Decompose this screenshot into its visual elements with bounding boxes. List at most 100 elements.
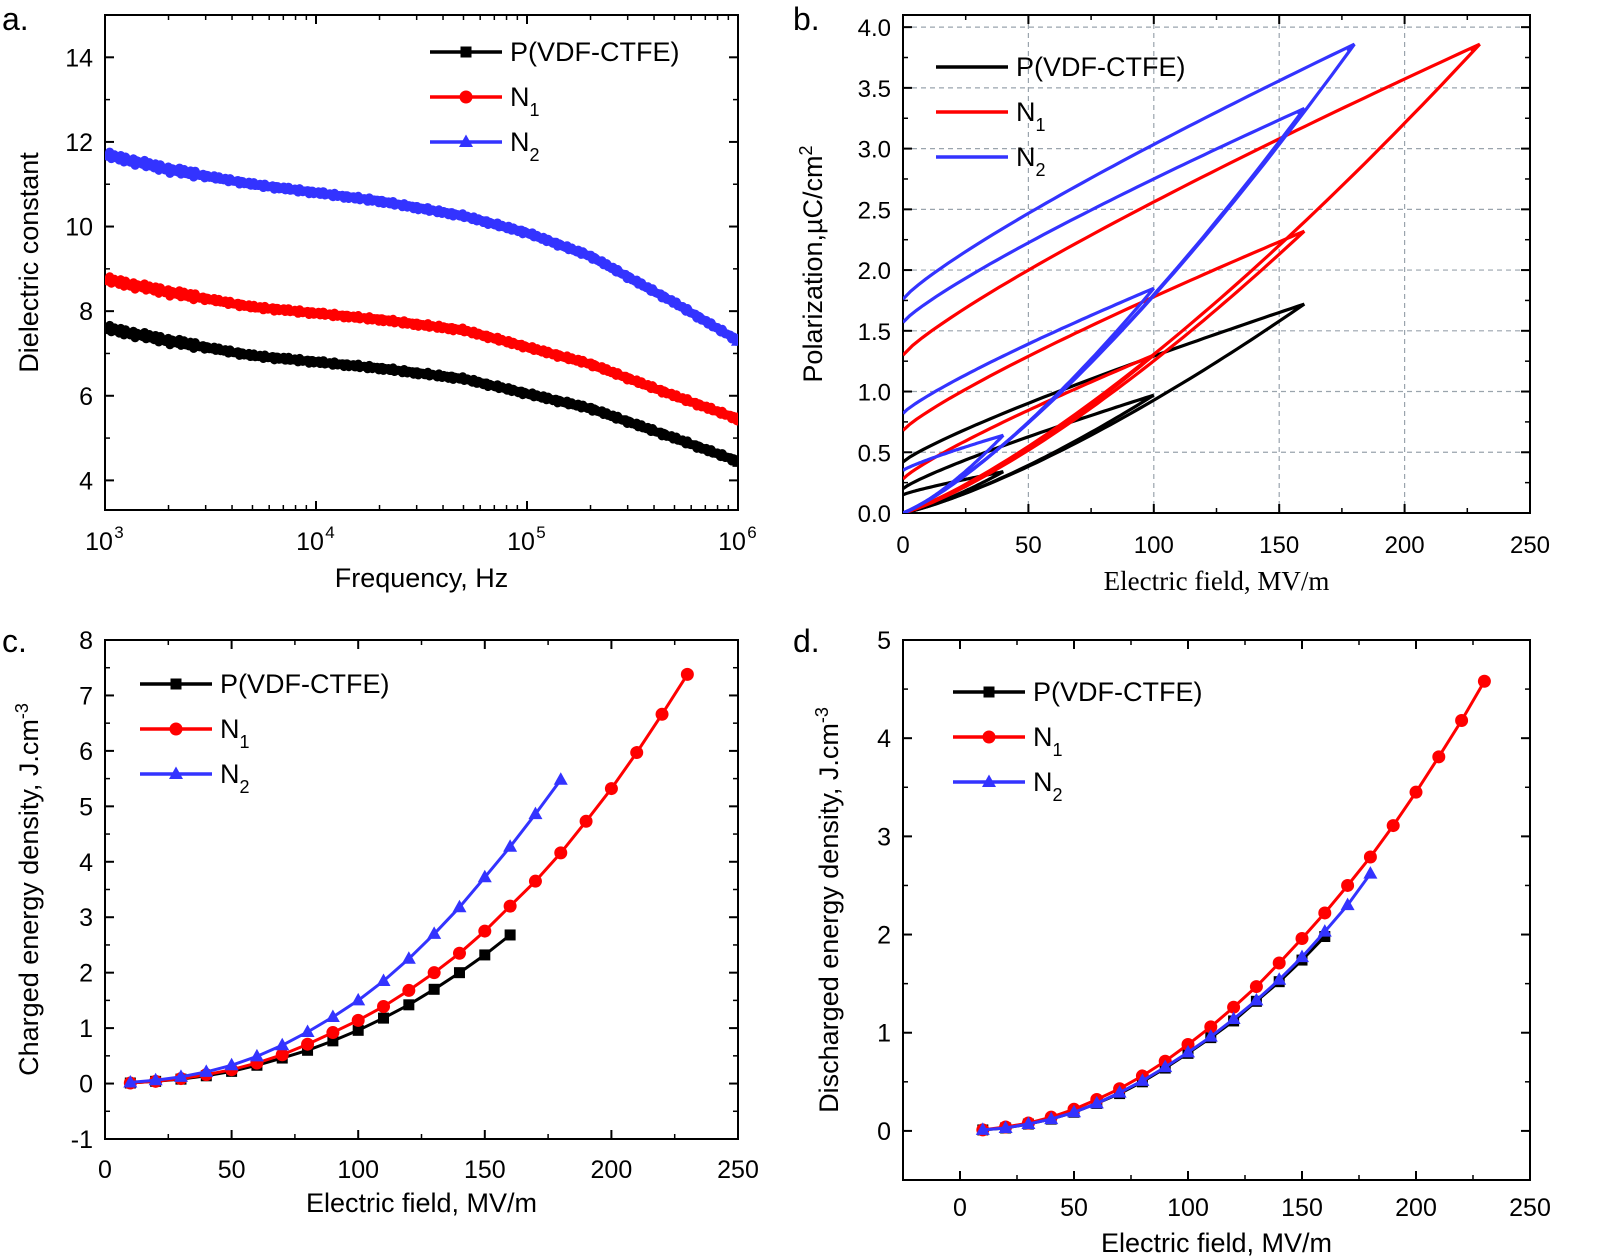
legend-marker	[982, 774, 996, 787]
data-point	[1272, 972, 1287, 985]
data-point	[452, 946, 466, 960]
legend-item: N1	[140, 714, 250, 752]
data-point	[427, 926, 442, 939]
x-axis-title: Electric field, MV/m	[1104, 566, 1330, 596]
legend-label-name: N	[220, 759, 240, 789]
data-point	[327, 1035, 339, 1047]
legend-label: P(VDF-CTFE)	[1016, 52, 1185, 82]
legend-label: P(VDF-CTFE)	[1033, 677, 1202, 707]
data-point	[351, 1013, 365, 1027]
legend-item: P(VDF-CTFE)	[936, 52, 1185, 82]
y-axis-title: Discharged energy density, J.cm-3	[812, 707, 844, 1113]
y-axis-title-sup: -3	[12, 703, 32, 719]
legend-label-name: N	[510, 82, 530, 112]
x-tick-label: 100	[337, 1156, 379, 1184]
y-axis-title-main: Dielectric constant	[14, 152, 44, 373]
x-tick-label: 200	[1385, 532, 1425, 559]
legend-label-sub: 1	[530, 100, 540, 120]
x-tick-label: 250	[1510, 532, 1550, 559]
legend-label: N2	[1033, 767, 1063, 805]
y-tick-label: 4.0	[858, 15, 891, 42]
y-axis-title-main: Discharged energy density, J.cm	[814, 723, 844, 1113]
series-p-vdf-ctfe-	[105, 320, 738, 467]
data-point	[1044, 1111, 1059, 1125]
legend-label-name: N	[1016, 142, 1036, 172]
x-tick-label: 150	[1259, 532, 1299, 559]
hysteresis-loop	[903, 42, 1481, 513]
plot-frame	[902, 639, 1531, 1181]
data-point	[402, 983, 416, 997]
legend-marker	[982, 730, 996, 744]
x-tick-label: 0	[953, 1194, 967, 1222]
data-point	[1181, 1044, 1195, 1058]
legend-label: P(VDF-CTFE)	[220, 669, 389, 699]
y-tick-label: 4	[79, 849, 93, 877]
legend-item: P(VDF-CTFE)	[140, 669, 389, 699]
legend-label-sub: 1	[1053, 740, 1063, 760]
x-tick-label: 10	[507, 528, 535, 556]
data-point	[173, 1069, 188, 1082]
x-tick-label: 0	[896, 532, 909, 559]
data-point	[478, 924, 492, 938]
panel-b: b. 0 50 100 150 200 250 0.0 0.5 1.0 1.5 2.0 2.5 3.0 3.…	[793, 1, 1550, 596]
legend-label-sub: 2	[530, 145, 540, 165]
plot-area	[903, 42, 1481, 513]
y-tick-label: 1.5	[858, 319, 891, 346]
data-point	[1272, 956, 1286, 970]
y-axis-title-sup: -3	[812, 707, 832, 723]
legend-label-sub: 2	[1036, 160, 1046, 180]
data-point	[1363, 850, 1377, 864]
hysteresis-loop	[903, 229, 1306, 513]
data-point	[1295, 931, 1309, 945]
plot-area	[105, 147, 738, 467]
data-point	[453, 967, 465, 979]
x-tick-label: 150	[464, 1156, 506, 1184]
legend-label-sub: 1	[240, 732, 250, 752]
x-tick-label: 200	[1395, 1194, 1437, 1222]
data-point	[1386, 819, 1400, 833]
data-point	[377, 999, 391, 1013]
data-point	[224, 1057, 239, 1071]
series-n1	[903, 42, 1481, 513]
legend-label: N2	[220, 759, 250, 797]
data-point	[148, 1072, 163, 1086]
data-point	[504, 929, 516, 941]
x-tick-label: 150	[1281, 1194, 1323, 1222]
legend-marker	[169, 722, 183, 736]
y-axis-title-sup: 2	[796, 145, 816, 155]
x-axis-title: Frequency, Hz	[335, 563, 509, 593]
y-tick-label: 7	[79, 682, 93, 710]
legend-label: N2	[1016, 142, 1046, 180]
x-tick-label: 50	[218, 1156, 246, 1184]
data-point	[655, 707, 669, 721]
data-point	[1204, 1020, 1218, 1034]
data-point	[1112, 1085, 1127, 1098]
data-point	[352, 1024, 364, 1036]
plot-frame	[104, 639, 739, 1140]
panel-label: b.	[793, 1, 820, 37]
data-point	[1409, 785, 1423, 799]
legend-label-name: P(VDF-CTFE)	[510, 37, 679, 67]
data-point	[326, 1026, 340, 1040]
panel-d: d. 0 50 100 150 200 250 0 1 2 3 4 5 Electric field, M…	[793, 623, 1551, 1258]
y-tick-label: 2.5	[858, 197, 891, 224]
data-point	[1203, 1029, 1218, 1042]
y-axis-title-text: Charged energy density, J.cm-3	[12, 703, 44, 1076]
series-p-vdf-ctfe-	[903, 302, 1306, 513]
legend-item: N2	[430, 127, 540, 165]
data-point	[1226, 1011, 1241, 1024]
legend-label-name: N	[1033, 767, 1053, 797]
series-n2	[975, 866, 1378, 1135]
x-tick-label: 250	[717, 1156, 759, 1184]
data-point	[1455, 714, 1469, 728]
y-axis-title-text: Polarization,µC/cm2	[796, 145, 828, 382]
data-point	[1158, 1059, 1173, 1073]
legend-label-name: P(VDF-CTFE)	[1016, 52, 1185, 82]
legend-marker	[169, 766, 183, 779]
data-point	[731, 333, 738, 346]
legend-label-name: N	[510, 127, 530, 157]
